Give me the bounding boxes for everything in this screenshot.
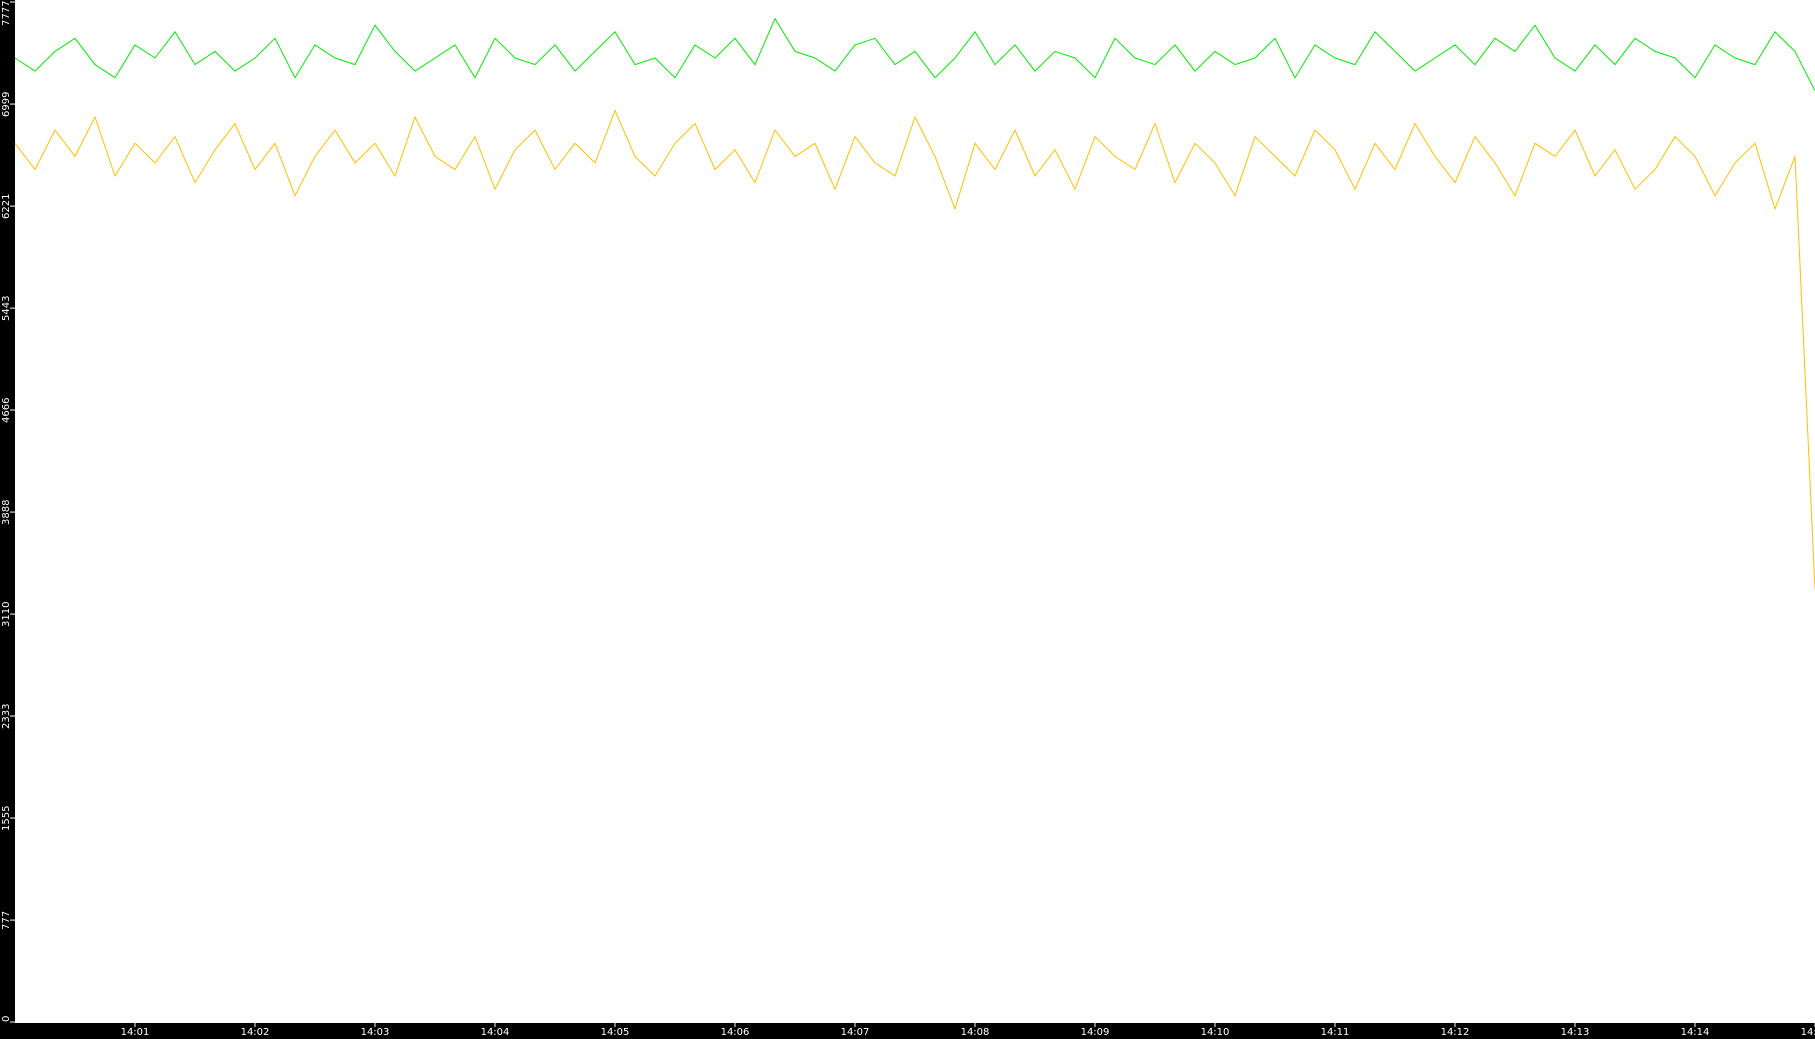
y-tick-label: 6999 (1, 91, 12, 117)
y-tick-label: 5443 (1, 295, 12, 321)
y-tick-label: 7777 (1, 0, 12, 26)
y-tick-label: 0 (1, 1015, 12, 1022)
x-tick-label: 14:06 (720, 1027, 750, 1038)
x-tick-label: 14:10 (1200, 1027, 1230, 1038)
y-tick-label: 3110 (1, 601, 12, 627)
x-tick-label: 14:07 (840, 1027, 870, 1038)
y-tick-label: 4666 (1, 397, 12, 423)
y-axis (0, 0, 15, 1039)
y-tick-label: 1555 (1, 805, 12, 831)
x-tick-label: 14:13 (1560, 1027, 1590, 1038)
y-tick-label: 777 (1, 910, 12, 930)
y-tick-label: 2333 (1, 703, 12, 729)
y-tick-label: 6221 (1, 193, 12, 219)
series-line-1 (14, 109, 1815, 590)
y-tick-label: 3888 (1, 499, 12, 525)
x-tick-label: 14:15 (1800, 1027, 1815, 1038)
x-tick-label: 14:02 (240, 1027, 270, 1038)
x-tick-label: 14:14 (1680, 1027, 1710, 1038)
x-tick-label: 14:08 (960, 1027, 990, 1038)
x-tick-label: 14:11 (1320, 1027, 1350, 1038)
series-line-0 (14, 17, 1815, 92)
x-axis (0, 1023, 1815, 1039)
x-tick-label: 14:05 (600, 1027, 630, 1038)
x-tick-label: 14:03 (360, 1027, 390, 1038)
x-tick-label: 14:12 (1440, 1027, 1470, 1038)
x-tick-label: 14:09 (1080, 1027, 1110, 1038)
x-tick-label: 14:01 (120, 1027, 150, 1038)
x-tick-label: 14:04 (480, 1027, 510, 1038)
